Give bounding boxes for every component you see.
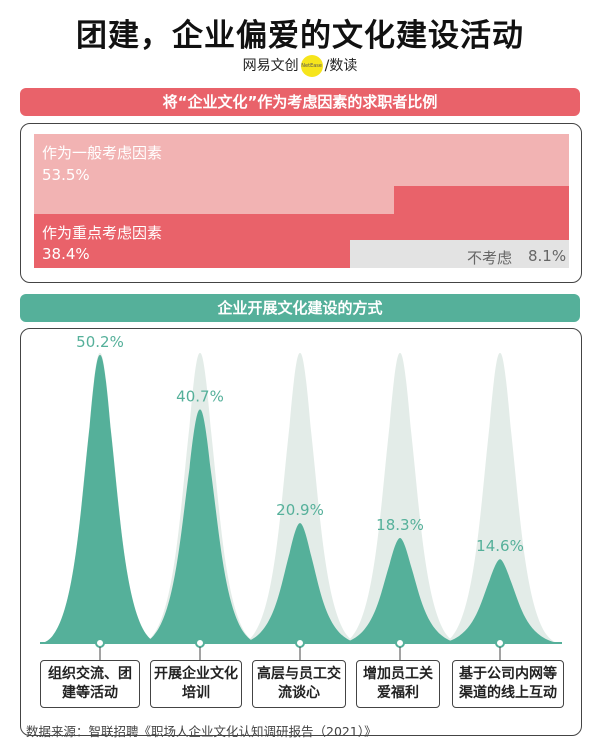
area-general [34,134,569,186]
category-label-2: 开展企业文化培训 [150,660,242,708]
value-label-2: 40.7% [176,388,224,406]
category-label-5: 基于公司内网等渠道的线上互动 [452,660,564,708]
area-not-considered [350,240,569,268]
area-general-step [34,186,394,214]
area-key [34,214,569,240]
data-source: 数据来源：智联招聘《职场人企业文化认知调研报告（2021）》 [26,724,377,739]
peak-anchor-dot-2 [195,638,205,648]
value-peak-4 [342,538,458,643]
page-title: 团建，企业偏爱的文化建设活动 [76,18,524,54]
background-peak-3 [242,353,358,643]
peak-anchor-dot-5 [495,638,505,648]
value-label-5: 14.6% [476,537,524,555]
section1-title: 将“企业文化”作为考虑因素的求职者比例 [20,88,580,116]
brand-column: /数读 [324,58,358,74]
value-peak-1 [42,355,158,643]
value-not-considered: 8.1% [528,247,567,265]
brand-name: 网易文创 [242,58,299,74]
label-general: 作为一般考虑因素 [42,144,163,162]
value-peak-5 [442,559,558,643]
peak-anchor-dot-4 [395,638,405,648]
category-label-3: 高层与员工交流谈心 [252,660,346,708]
value-peak-3 [242,523,358,643]
value-label-4: 18.3% [376,516,424,534]
background-peak-4 [342,353,458,643]
value-label-3: 20.9% [276,501,324,519]
area-key-lower [34,240,350,268]
category-label-1: 组织交流、团建等活动 [40,660,140,708]
brand-logo: 网易文创 NetEase/数读 [0,55,600,77]
category-label-4: 增加员工关爱福利 [356,660,440,708]
peak-anchor-dot-1 [95,638,105,648]
value-key: 38.4% [42,245,90,263]
netease-logo-icon: NetEase [300,55,323,77]
label-not-considered: 不考虑 [467,249,513,267]
label-key: 作为重点考虑因素 [42,224,163,242]
peak-anchor-dot-3 [295,638,305,648]
area-key-step [394,186,569,214]
value-general: 53.5% [42,166,90,184]
section2-title: 企业开展文化建设的方式 [20,294,580,322]
value-label-1: 50.2% [76,333,124,351]
value-peak-2 [142,409,258,643]
background-peak-5 [442,353,558,643]
